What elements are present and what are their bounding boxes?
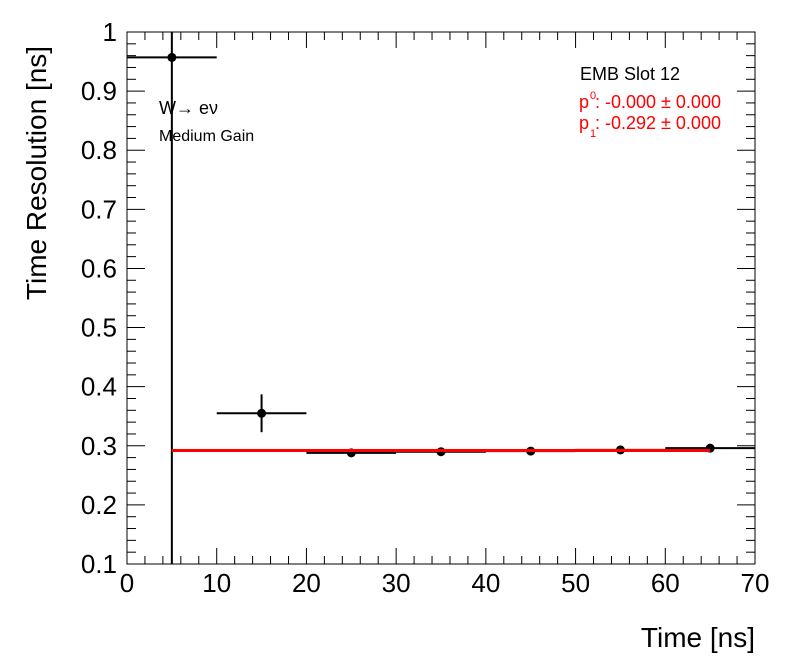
- x-tick-label: 20: [292, 568, 321, 598]
- fit-parameter-p0: p 0 : -0.000 ± 0.000: [579, 90, 721, 112]
- y-tick-label: 0.8: [81, 135, 117, 165]
- x-tick-label: 30: [382, 568, 411, 598]
- fit-parameter-p0-value: : -0.000 ± 0.000: [595, 92, 721, 112]
- axes-layer: 0 10 20 30 40 50 60 700.10.20.30.40.50.60.70.80…: [81, 17, 770, 598]
- slot-label: EMB Slot 12: [580, 64, 680, 84]
- y-axis-label: Time Resolution [ns]: [21, 46, 52, 300]
- x-tick-label: 60: [651, 568, 680, 598]
- process-label: W→ eν: [159, 98, 218, 118]
- y-tick-label: 0.2: [81, 490, 117, 520]
- x-tick-label: 10: [202, 568, 231, 598]
- fit-parameter-p0-index: 0: [590, 90, 596, 102]
- y-tick-label: 0.1: [81, 549, 117, 579]
- y-tick-label: 0.5: [81, 313, 117, 343]
- y-tick-label: 0.9: [81, 76, 117, 106]
- gain-label: Medium Gain: [159, 128, 254, 145]
- x-axis-label: Time [ns]: [641, 622, 755, 653]
- fit-parameter-p1-value: : -0.292 ± 0.000: [595, 113, 721, 133]
- fit-parameter-p1-index: 1: [590, 128, 596, 140]
- data-point: [167, 52, 177, 62]
- fit-parameter-p1-symbol: p: [579, 113, 589, 133]
- y-tick-label: 0.7: [81, 194, 117, 224]
- fit-parameter-p1: p 1 : -0.292 ± 0.000: [579, 113, 721, 140]
- fit-parameter-p0-symbol: p: [579, 92, 589, 112]
- data-point: [257, 408, 267, 418]
- x-tick-label: 50: [561, 568, 590, 598]
- x-tick-label: 0: [120, 568, 134, 598]
- y-tick-label: 0.4: [81, 372, 117, 402]
- y-tick-label: 1: [103, 17, 117, 47]
- plot-frame: [126, 31, 756, 565]
- x-tick-label: 40: [471, 568, 500, 598]
- x-tick-label: 70: [741, 568, 770, 598]
- y-tick-label: 0.3: [81, 431, 117, 461]
- y-tick-label: 0.6: [81, 253, 117, 283]
